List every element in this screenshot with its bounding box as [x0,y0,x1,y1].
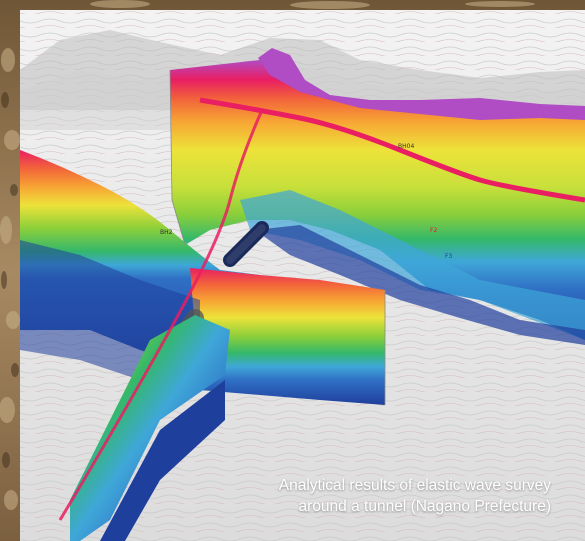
survey-visualization: BH04 F2 F3 BH2 [20,10,585,541]
svg-text:F2: F2 [430,227,437,234]
image-caption: Analytical results of elastic wave surve… [191,475,551,517]
svg-text:F3: F3 [445,253,452,260]
svg-text:BH2: BH2 [160,229,173,236]
caption-line-2: around a tunnel (Nagano Prefecture) [298,498,551,515]
svg-text:BH04: BH04 [398,143,414,150]
caption-line-1: Analytical results of elastic wave surve… [278,477,551,494]
terrain-and-sections: BH04 F2 F3 BH2 [20,10,585,541]
